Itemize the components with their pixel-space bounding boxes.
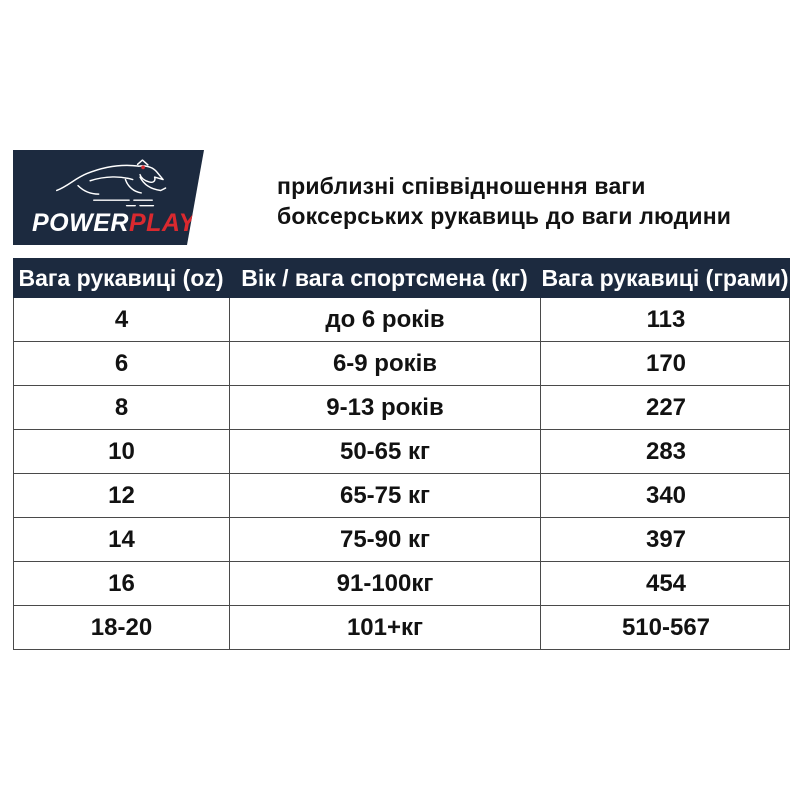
table-cell: 12	[14, 474, 230, 517]
table-row: 4 до 6 років 113	[14, 298, 789, 342]
table-cell: 6-9 років	[230, 342, 541, 385]
title-line-1: приблизні співвідношення ваги	[277, 173, 646, 199]
table-body: 4 до 6 років 113 6 6-9 років 170 8 9-13 років 22…	[13, 298, 790, 650]
brand-wordmark: POWERPLAY®	[32, 209, 203, 238]
table-cell: 16	[14, 562, 230, 605]
table-cell: до 6 років	[230, 298, 541, 341]
powerplay-logo: POWERPLAY®	[13, 150, 204, 245]
table-cell: 397	[645, 525, 687, 553]
table-row: 6 6-9 років 170	[14, 342, 789, 386]
brand-power: POWER	[32, 209, 129, 237]
table-cell: 75-90 кг	[230, 518, 541, 561]
table-cell: 8	[14, 386, 230, 429]
table-row: 10 50-65 кг 283	[14, 430, 789, 474]
column-header: Вага рукавиці (oz)	[18, 264, 224, 291]
table-cell: 65-75 кг	[230, 474, 541, 517]
table-row: 14 75-90 кг 397	[14, 518, 789, 562]
table-cell: 454	[645, 569, 687, 597]
table-cell: 340	[645, 481, 687, 509]
page-title: приблизні співвідношення ваги боксерськи…	[277, 171, 731, 231]
table-header-row: Вага рукавиці (oz) Вік / вага спортсмена …	[13, 258, 790, 298]
title-line-2: боксерських рукавиць до ваги людини	[277, 203, 732, 229]
table-cell: 91-100кг	[230, 562, 541, 605]
panther-icon	[40, 154, 189, 215]
registered-mark: ®	[195, 210, 203, 220]
table-row: 16 91-100кг 454	[14, 562, 789, 606]
table-cell: 14	[14, 518, 230, 561]
table-cell: 18-20	[14, 606, 230, 649]
table-cell: 9-13 років	[230, 386, 541, 429]
table-row: 18-20 101+кг 510-567	[14, 606, 789, 649]
panther-eye	[141, 165, 145, 169]
table-row: 8 9-13 років 227	[14, 386, 789, 430]
table-cell: 50-65 кг	[230, 430, 541, 473]
glove-weight-table: Вага рукавиці (oz) Вік / вага спортсмена …	[13, 258, 790, 650]
table-cell: 170	[645, 349, 687, 377]
table-cell: 6	[14, 342, 230, 385]
column-header: Вага рукавиці (грами)	[541, 264, 789, 291]
table-cell: 510-567	[621, 613, 711, 641]
table-cell: 283	[645, 437, 687, 465]
table-cell: 10	[14, 430, 230, 473]
table-cell: 4	[14, 298, 230, 341]
brand-play: PLAY	[128, 209, 196, 237]
column-header: Вік / вага спортсмена (кг)	[241, 264, 528, 291]
table-cell: 227	[645, 393, 687, 421]
table-cell: 113	[646, 305, 686, 333]
table-cell: 101+кг	[230, 606, 541, 649]
table-row: 12 65-75 кг 340	[14, 474, 789, 518]
